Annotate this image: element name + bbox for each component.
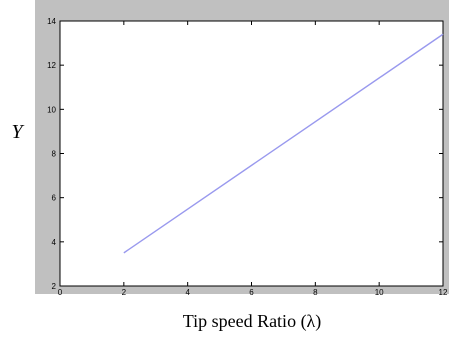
y-tick-label: 12 xyxy=(47,61,56,70)
y-tick-label: 6 xyxy=(52,194,57,203)
y-axis-label: Υ xyxy=(11,121,24,143)
plot-area xyxy=(59,20,444,287)
y-tick-label: 2 xyxy=(52,282,57,291)
y-tick-label: 10 xyxy=(47,105,56,114)
y-tick-label: 14 xyxy=(47,17,56,26)
y-tick-label: 4 xyxy=(52,238,57,247)
x-tick-label: 10 xyxy=(375,288,384,297)
x-tick-label: 8 xyxy=(313,288,318,297)
x-tick-label: 12 xyxy=(439,288,448,297)
y-tick-label: 8 xyxy=(52,150,57,159)
x-tick-label: 6 xyxy=(249,288,254,297)
x-tick-label: 0 xyxy=(58,288,63,297)
series-line xyxy=(123,33,444,254)
x-tick-label: 2 xyxy=(122,288,127,297)
x-tick-label: 4 xyxy=(185,288,190,297)
data-series xyxy=(123,33,444,254)
x-axis-label: Tip speed Ratio (λ) xyxy=(183,311,322,332)
